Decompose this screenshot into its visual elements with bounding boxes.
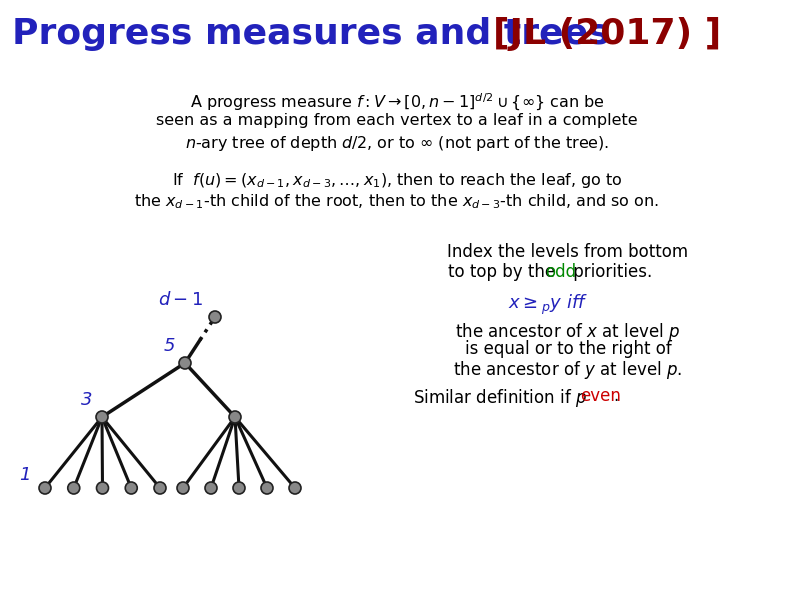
Text: $d-1$: $d-1$ (158, 291, 203, 309)
Text: Index the levels from bottom: Index the levels from bottom (448, 243, 688, 261)
Text: [JL (2017) ]: [JL (2017) ] (493, 17, 721, 51)
Text: is equal or to the right of: is equal or to the right of (464, 340, 672, 358)
Text: the $x_{d-1}$-th child of the root, then to the $x_{d-3}$-th child, and so on.: the $x_{d-1}$-th child of the root, then… (134, 192, 660, 211)
Text: A progress measure $f: V \to [0, n-1]^{d/2} \cup \{\infty\}$ can be: A progress measure $f: V \to [0, n-1]^{d… (190, 92, 604, 113)
Circle shape (39, 482, 51, 494)
Circle shape (209, 311, 221, 323)
Text: odd: odd (545, 263, 576, 281)
Text: the ancestor of $y$ at level $p$.: the ancestor of $y$ at level $p$. (453, 359, 683, 381)
Circle shape (154, 482, 166, 494)
Circle shape (179, 357, 191, 369)
Text: $n$-ary tree of depth $d/2$, or to $\infty$ (not part of the tree).: $n$-ary tree of depth $d/2$, or to $\inf… (185, 134, 609, 153)
Text: $x \geq_p y$ iff: $x \geq_p y$ iff (508, 293, 588, 317)
Circle shape (261, 482, 273, 494)
Text: even: even (580, 387, 621, 405)
Circle shape (97, 482, 109, 494)
Circle shape (67, 482, 79, 494)
Text: to top by the: to top by the (448, 263, 561, 281)
Text: Progress measures and trees: Progress measures and trees (12, 17, 622, 51)
Circle shape (96, 411, 108, 423)
Text: the ancestor of $x$ at level $p$: the ancestor of $x$ at level $p$ (456, 321, 680, 343)
Text: 3: 3 (80, 391, 92, 409)
Text: 5: 5 (164, 337, 175, 355)
Circle shape (205, 482, 217, 494)
Text: priorities.: priorities. (568, 263, 652, 281)
Text: Similar definition if $p$: Similar definition if $p$ (413, 387, 588, 409)
Circle shape (229, 411, 241, 423)
Circle shape (177, 482, 189, 494)
Text: .: . (613, 387, 619, 405)
Circle shape (233, 482, 245, 494)
Text: 1: 1 (20, 466, 31, 484)
Circle shape (289, 482, 301, 494)
Circle shape (125, 482, 137, 494)
Text: If  $f(u) = (x_{d-1}, x_{d-3}, \ldots, x_1)$, then to reach the leaf, go to: If $f(u) = (x_{d-1}, x_{d-3}, \ldots, x_… (172, 171, 622, 190)
Text: seen as a mapping from each vertex to a leaf in a complete: seen as a mapping from each vertex to a … (156, 113, 638, 128)
